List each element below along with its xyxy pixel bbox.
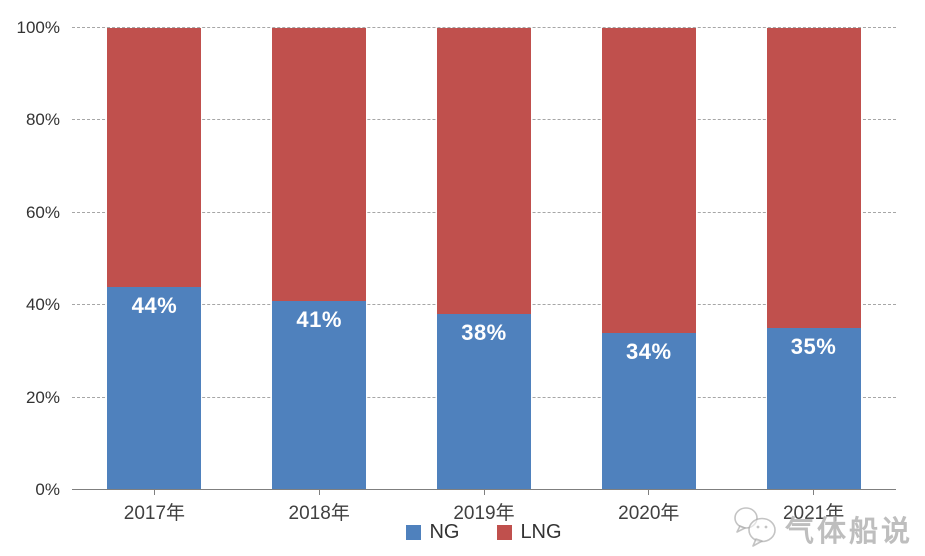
bar-column-4: 35% <box>731 28 896 490</box>
bar-segment-lng <box>601 28 696 333</box>
legend: NG LNG <box>72 521 896 544</box>
stacked-bar-4: 35% <box>766 28 861 490</box>
bar-data-label: 35% <box>790 334 837 360</box>
bar-column-2: 38% <box>402 28 567 490</box>
bar-segment-lng <box>107 28 202 287</box>
bar-segment-ng: 41% <box>272 300 367 490</box>
bar-column-0: 44% <box>72 28 237 490</box>
legend-label-ng: NG <box>429 521 460 543</box>
legend-item-lng: LNG <box>497 521 562 544</box>
y-tick-label-80: 80% <box>25 110 60 130</box>
x-axis-tick-marks <box>72 490 896 496</box>
x-tick-label-4: 2021年 <box>782 503 845 524</box>
legend-swatch-ng <box>406 525 422 540</box>
x-tick-label-1: 2018年 <box>288 503 350 524</box>
x-tick-mark-1 <box>318 490 320 495</box>
y-tick-label-100: 100% <box>16 18 60 37</box>
x-axis-line <box>72 489 896 490</box>
plot-area: 44% 41% 38% 34% 35% <box>72 27 896 490</box>
gridline-100 <box>72 27 896 28</box>
stacked-bar-3: 34% <box>601 28 696 490</box>
y-tick-label-40: 40% <box>25 295 60 315</box>
x-tick-mark-4 <box>813 490 815 495</box>
y-tick-label-20: 20% <box>25 387 60 407</box>
y-tick-label-0: 0% <box>35 480 60 499</box>
bar-column-1: 41% <box>237 28 402 490</box>
y-axis-labels: 0% 20% 40% 60% 80% 100% <box>0 18 60 499</box>
x-tick-mark-0 <box>153 490 155 495</box>
stacked-bar-2: 38% <box>436 28 531 490</box>
x-tick-label-3: 2020年 <box>618 503 680 524</box>
y-tick-label-60: 60% <box>25 202 60 222</box>
bar-segment-ng: 34% <box>601 332 696 490</box>
bar-data-label: 34% <box>626 338 672 364</box>
bars-container: 44% 41% 38% 34% 35% <box>72 28 896 490</box>
x-axis-labels: 2017年 2018年 2019年 2020年 2021年 <box>72 498 896 525</box>
x-tick-label-0: 2017年 <box>123 503 186 524</box>
bar-column-3: 34% <box>566 28 731 490</box>
bar-data-label: 41% <box>296 306 342 332</box>
x-tick-mark-3 <box>648 490 650 495</box>
x-tick-label-2: 2019年 <box>453 503 515 524</box>
bar-data-label: 38% <box>461 320 507 346</box>
bar-segment-ng: 38% <box>436 314 531 490</box>
stacked-bar-0: 44% <box>107 28 202 490</box>
x-tick-mark-2 <box>483 490 485 495</box>
legend-swatch-lng <box>497 525 513 540</box>
bar-segment-ng: 35% <box>766 328 861 490</box>
legend-item-ng: NG <box>406 521 459 544</box>
bar-segment-lng <box>766 28 861 329</box>
stacked-bar-1: 41% <box>272 28 367 490</box>
legend-label-lng: LNG <box>520 521 562 543</box>
bar-segment-lng <box>272 28 367 301</box>
bar-data-label: 44% <box>131 292 178 318</box>
bar-segment-ng: 44% <box>107 286 202 490</box>
bar-segment-lng <box>436 28 531 315</box>
